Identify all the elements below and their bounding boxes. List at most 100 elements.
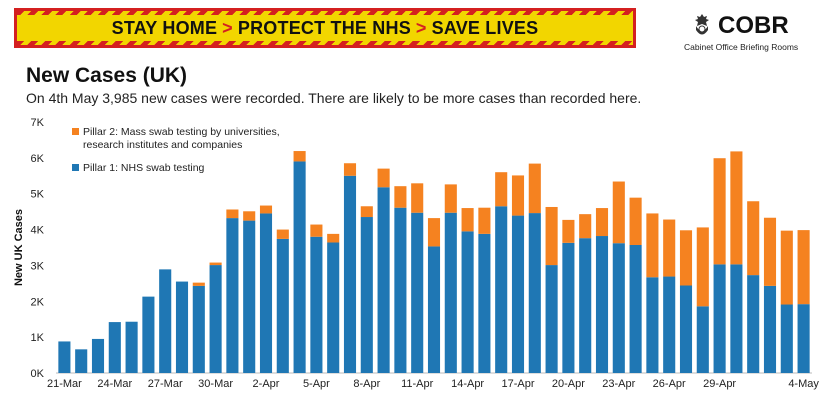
y-axis-label: New UK Cases xyxy=(13,209,25,286)
y-tick-label: 0K xyxy=(31,368,45,380)
bar-pillar1 xyxy=(243,220,256,373)
bar-pillar2 xyxy=(679,230,693,286)
bar-pillar1 xyxy=(276,238,289,373)
bar-pillar1 xyxy=(679,285,693,373)
bar-pillar2 xyxy=(360,206,373,218)
bar-pillar2 xyxy=(663,219,676,277)
bar-pillar2 xyxy=(511,175,525,216)
bar-pillar1 xyxy=(175,281,189,373)
bar-pillar2 xyxy=(629,197,642,245)
banner-part-2: PROTECT THE NHS xyxy=(237,17,411,38)
bar-pillar2 xyxy=(394,186,407,208)
banner-part-1: STAY HOME xyxy=(111,17,218,38)
bar-pillar1 xyxy=(663,276,676,373)
x-tick-label: 14-Apr xyxy=(451,378,484,390)
bar-pillar1 xyxy=(461,231,474,373)
bar-pillar2 xyxy=(411,183,424,213)
bar-pillar1 xyxy=(209,265,222,373)
bar-pillar2 xyxy=(780,230,793,305)
bar-pillar2 xyxy=(478,207,491,234)
bar-pillar2 xyxy=(730,151,743,265)
y-tick-label: 6K xyxy=(31,153,45,165)
x-tick-label: 20-Apr xyxy=(552,378,585,390)
bar-pillar1 xyxy=(394,207,407,373)
bar-pillar1 xyxy=(495,206,508,373)
banner-hazard-edge xyxy=(17,11,633,15)
x-tick-label: 17-Apr xyxy=(501,378,534,390)
y-tick-label: 1K xyxy=(31,332,45,344)
bar-pillar1 xyxy=(763,285,777,373)
bar-pillar2 xyxy=(528,163,541,214)
bar-pillar2 xyxy=(747,201,760,276)
bar-pillar1 xyxy=(259,213,273,373)
bar-pillar1 xyxy=(327,242,340,373)
bar-pillar2 xyxy=(579,214,592,239)
legend-label-pillar1: Pillar 1: NHS swab testing xyxy=(83,162,205,174)
bar-pillar2 xyxy=(562,219,575,243)
bar-pillar2 xyxy=(192,282,205,286)
bar-pillar1 xyxy=(192,285,205,373)
y-tick-label: 7K xyxy=(31,117,45,129)
bar-pillar2 xyxy=(293,151,306,162)
legend-swatch-pillar1 xyxy=(72,164,79,171)
bar-pillar1 xyxy=(91,338,105,373)
x-tick-label: 5-Apr xyxy=(303,378,330,390)
x-tick-label: 30-Mar xyxy=(198,378,233,390)
bar-pillar2 xyxy=(310,224,323,237)
legend-label-pillar2-cont: research institutes and companies xyxy=(83,139,242,151)
bar-pillar2 xyxy=(377,168,390,188)
bar-pillar1 xyxy=(780,304,793,373)
banner-part-3: SAVE LIVES xyxy=(431,17,539,38)
bar-pillar1 xyxy=(343,175,357,373)
bar-pillar2 xyxy=(226,209,239,219)
y-tick-label: 3K xyxy=(31,260,45,272)
bar-pillar1 xyxy=(629,244,642,373)
bar-pillar2 xyxy=(243,211,256,221)
banner-slogan: STAY HOME > PROTECT THE NHS > SAVE LIVES xyxy=(112,18,539,39)
bar-pillar2 xyxy=(797,230,810,305)
bar-pillar2 xyxy=(495,172,508,207)
bar-pillar2 xyxy=(444,184,457,213)
royal-crest-icon xyxy=(695,14,709,35)
chart-subtitle: On 4th May 3,985 new cases were recorded… xyxy=(26,90,642,106)
bar-pillar1 xyxy=(159,269,172,373)
x-tick-label: 26-Apr xyxy=(653,378,686,390)
x-tick-label: 8-Apr xyxy=(353,378,380,390)
bar-pillar1 xyxy=(444,212,457,373)
x-tick-label: 24-Mar xyxy=(97,378,132,390)
legend-swatch-pillar2 xyxy=(72,128,79,135)
chart-title: New Cases (UK) xyxy=(26,64,188,87)
bar-pillar2 xyxy=(696,227,709,307)
bar-pillar1 xyxy=(478,233,491,373)
x-tick-label: 29-Apr xyxy=(703,378,736,390)
bar-pillar1 xyxy=(360,217,373,373)
bar-pillar2 xyxy=(763,217,777,286)
bar-pillar2 xyxy=(545,206,558,266)
bar-pillar1 xyxy=(646,277,659,373)
bar-pillar1 xyxy=(696,306,709,373)
bar-pillar2 xyxy=(276,229,289,239)
bar-pillar1 xyxy=(75,349,88,373)
bar-pillar2 xyxy=(595,208,609,237)
bar-pillar1 xyxy=(377,187,390,373)
bar-pillar1 xyxy=(226,218,239,373)
chevron-right-icon: > xyxy=(222,17,233,38)
bar-pillar1 xyxy=(595,236,609,373)
bar-pillar1 xyxy=(713,264,726,373)
bar-pillar1 xyxy=(730,264,743,373)
bar-pillar2 xyxy=(327,233,340,243)
bar-pillar1 xyxy=(125,321,138,373)
banner-hazard-edge xyxy=(17,41,633,45)
logo-name: COBR xyxy=(718,12,789,39)
bar-pillar2 xyxy=(713,158,726,265)
x-tick-label: 21-Mar xyxy=(47,378,82,390)
slogan-banner: STAY HOME > PROTECT THE NHS > SAVE LIVES xyxy=(14,8,636,48)
x-tick-label: 2-Apr xyxy=(253,378,280,390)
y-tick-label: 5K xyxy=(31,189,45,201)
bar-pillar1 xyxy=(142,296,155,373)
bar-pillar2 xyxy=(427,218,441,247)
bar-pillar2 xyxy=(646,213,659,278)
bar-pillar1 xyxy=(411,212,424,373)
bar-pillar1 xyxy=(427,246,441,373)
